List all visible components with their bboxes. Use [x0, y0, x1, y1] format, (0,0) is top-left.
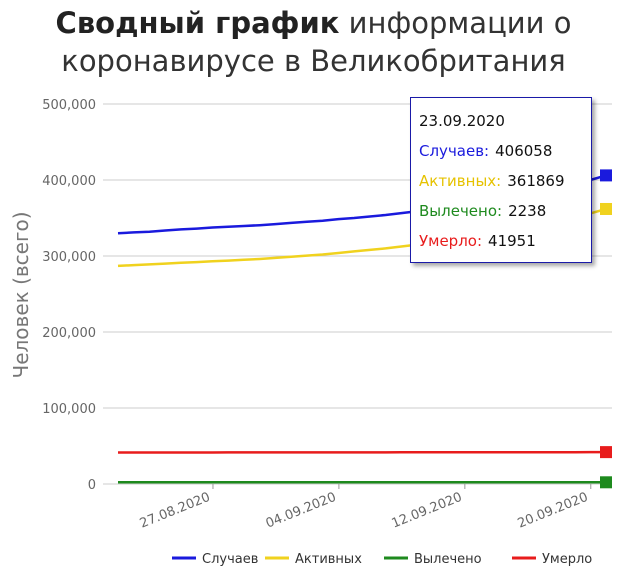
- legend-label: Случаев: [202, 552, 258, 567]
- tooltip: 23.09.2020 Случаев: 406058 Активных: 36186…: [410, 97, 592, 263]
- tooltip-date: 23.09.2020: [419, 112, 505, 130]
- y-tick-label: 200,000: [42, 326, 96, 341]
- chart-title: Сводный график информации о коронавирусе…: [0, 4, 627, 80]
- y-tick-label: 0: [88, 478, 96, 493]
- x-tick-label: 20.09.2020: [516, 490, 591, 532]
- y-tick-label: 100,000: [42, 402, 96, 417]
- legend[interactable]: Случаев Активных Вылечено Умерло: [172, 552, 592, 567]
- legend-label: Вылечено: [414, 552, 482, 567]
- y-tick-label: 400,000: [42, 174, 96, 189]
- legend-item-active[interactable]: Активных: [265, 552, 362, 567]
- x-tick-label: 04.09.2020: [264, 490, 339, 532]
- tooltip-value-recovered: 2238: [508, 202, 547, 220]
- y-axis-ticks: 0 100,000 200,000 300,000 400,000 500,000: [42, 98, 96, 493]
- legend-item-deaths[interactable]: Умерло: [512, 552, 592, 567]
- tooltip-row-cases: Случаев: 406058: [419, 142, 552, 160]
- tooltip-value-cases: 406058: [495, 142, 553, 160]
- x-tick-label: 27.08.2020: [138, 490, 213, 532]
- chart-title-rest: информации о: [339, 6, 572, 40]
- tooltip-label-active: Активных:: [419, 172, 502, 190]
- series-group: [117, 169, 612, 489]
- legend-item-cases[interactable]: Случаев: [172, 552, 258, 567]
- tooltip-value-deaths: 41951: [488, 232, 536, 250]
- series-point-active[interactable]: [600, 202, 612, 215]
- legend-label: Активных: [295, 552, 362, 567]
- legend-item-recovered[interactable]: Вылечено: [384, 552, 482, 567]
- tooltip-row-recovered: Вылечено: 2238: [419, 202, 546, 220]
- legend-label: Умерло: [542, 552, 592, 567]
- tooltip-row-deaths: Умерло: 41951: [419, 232, 536, 250]
- y-axis-label: Человек (всего): [9, 211, 33, 378]
- series-point-recovered[interactable]: [600, 476, 612, 489]
- series-point-cases[interactable]: [600, 169, 612, 182]
- series-point-deaths[interactable]: [600, 446, 612, 459]
- x-axis-ticks: 27.08.2020 04.09.2020 12.09.2020 20.09.2020: [138, 484, 592, 532]
- tooltip-label-deaths: Умерло:: [419, 232, 483, 250]
- tooltip-row-active: Активных: 361869: [419, 172, 565, 190]
- chart-title-bold: Сводный график: [55, 6, 340, 40]
- chart-title-line2: коронавирусе в Великобритания: [61, 44, 566, 78]
- x-tick-label: 12.09.2020: [390, 490, 465, 532]
- y-tick-label: 300,000: [42, 250, 96, 265]
- tooltip-label-recovered: Вылечено:: [419, 202, 503, 220]
- y-tick-label: 500,000: [42, 98, 96, 113]
- tooltip-value-active: 361869: [507, 172, 565, 190]
- tooltip-label-cases: Случаев:: [419, 142, 490, 160]
